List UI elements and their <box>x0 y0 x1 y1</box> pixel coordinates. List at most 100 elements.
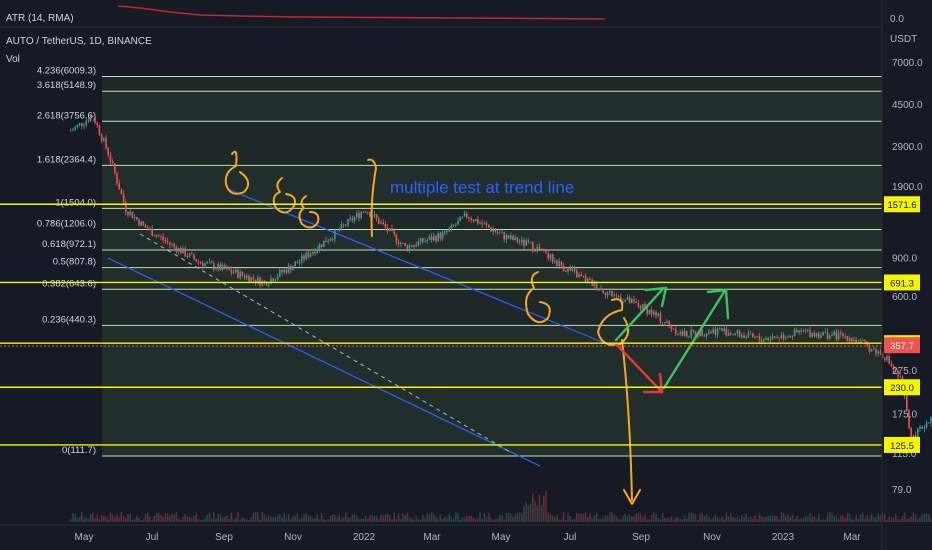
circle-marker-5[interactable] <box>597 298 630 346</box>
trend-lines[interactable] <box>107 189 613 467</box>
up-arrow-1-head[interactable] <box>644 286 668 308</box>
candle-body <box>395 234 398 243</box>
volume-bar <box>144 513 147 522</box>
candle-body <box>422 238 424 243</box>
candle-body <box>532 242 534 251</box>
key-level-lines[interactable] <box>0 203 882 446</box>
volume-bar <box>232 519 235 522</box>
volume-bar <box>320 513 323 522</box>
down-arrow[interactable] <box>614 342 662 392</box>
candle-body <box>923 427 926 429</box>
candle-body <box>153 235 156 237</box>
candle-body <box>518 242 521 243</box>
volume-bar <box>162 516 164 522</box>
candle-body <box>380 222 382 224</box>
candle-body <box>362 211 365 213</box>
candle-body <box>708 331 710 334</box>
volume-bar <box>897 519 899 522</box>
up-arrow-2[interactable] <box>662 290 726 390</box>
candle-body <box>822 332 824 336</box>
volume-bar <box>419 519 422 522</box>
volume-bar <box>782 513 785 522</box>
volume-bar <box>213 512 215 522</box>
volume-bar <box>437 518 439 522</box>
volume-bar <box>598 518 600 522</box>
candle-body <box>76 124 79 127</box>
candle-body <box>455 224 457 226</box>
volume-bar <box>752 518 754 522</box>
candle-body <box>285 269 288 273</box>
volume-bar <box>791 514 794 522</box>
candle-body <box>699 329 701 337</box>
volume-bar <box>323 518 325 522</box>
candle-body <box>919 426 921 430</box>
candle-body <box>177 248 180 253</box>
circle-marker-4[interactable] <box>525 271 551 324</box>
candle-body <box>338 229 340 231</box>
down-line-marker[interactable] <box>621 339 633 501</box>
up-arrow-2-head[interactable] <box>706 288 730 320</box>
down-arrow-head[interactable] <box>642 372 664 394</box>
volume-bar <box>824 519 827 522</box>
volume-bar <box>87 518 90 522</box>
candle-body <box>661 322 664 324</box>
candle-body <box>646 307 648 314</box>
hook-marker[interactable] <box>367 158 377 237</box>
volume-bar <box>754 515 756 522</box>
volume-bar <box>382 514 384 522</box>
volume-bar <box>301 518 303 522</box>
volume-bar <box>472 517 475 522</box>
candle-body <box>826 332 829 339</box>
candle-body <box>712 329 714 333</box>
candle-body <box>441 232 444 239</box>
candle-body <box>771 336 774 340</box>
x-axis[interactable]: May Jul Sep Nov 2022 Mar May Jul Sep Nov 2023 Mar <box>75 532 862 543</box>
volume-bar <box>89 513 92 522</box>
candle-body <box>848 338 851 342</box>
volume-bar <box>626 516 629 522</box>
candle-body <box>127 211 129 216</box>
fib-retracement[interactable]: 4.236(6009.3) 3.618(5148.9) 2.618(3756.6) 1… <box>37 66 882 457</box>
volume-bar <box>140 519 142 522</box>
volume-bar <box>283 513 285 522</box>
candle-body <box>133 217 136 219</box>
volume-bar <box>523 506 525 522</box>
volume-bar <box>230 512 233 522</box>
candle-body <box>804 330 807 332</box>
projection-arrows[interactable] <box>614 286 730 394</box>
volume-bar <box>545 490 547 522</box>
volume-bar <box>884 514 886 522</box>
fib-label: 0.786(1206.0) <box>37 218 96 229</box>
upper-trend-line[interactable] <box>229 189 613 347</box>
candle-body <box>776 336 778 338</box>
candle-body <box>483 223 486 225</box>
candle-body <box>488 224 490 228</box>
volume-bar <box>153 515 156 522</box>
candle-body <box>474 219 477 222</box>
candle-body <box>624 299 626 302</box>
candle-body <box>675 329 677 334</box>
candle-body <box>716 328 719 335</box>
volume-bar <box>78 516 81 522</box>
circle-marker-2[interactable] <box>272 177 296 214</box>
volume-bar <box>219 514 222 522</box>
volume-bar <box>593 515 596 522</box>
x-tick-label: 2023 <box>772 532 795 543</box>
candle-body <box>89 116 92 122</box>
volume-bar <box>272 517 274 522</box>
candle-body <box>461 216 464 218</box>
volume-bar <box>155 512 158 522</box>
volume-bar <box>474 518 477 522</box>
up-arrow-1[interactable] <box>614 288 664 342</box>
lower-trend-line[interactable] <box>107 257 541 467</box>
candle-body <box>666 321 668 323</box>
down-arrow-marker[interactable] <box>623 489 641 505</box>
circle-marker-1[interactable] <box>224 150 250 195</box>
y-axis[interactable]: 7000.0 4500.0 2900.0 1900.0 900.0 600.0 275.0 1… <box>892 58 923 496</box>
volume-bar <box>639 513 642 522</box>
candle-body <box>633 299 635 302</box>
fib-zone <box>102 208 882 230</box>
candle-body <box>653 312 655 315</box>
volume-bar <box>393 512 395 522</box>
